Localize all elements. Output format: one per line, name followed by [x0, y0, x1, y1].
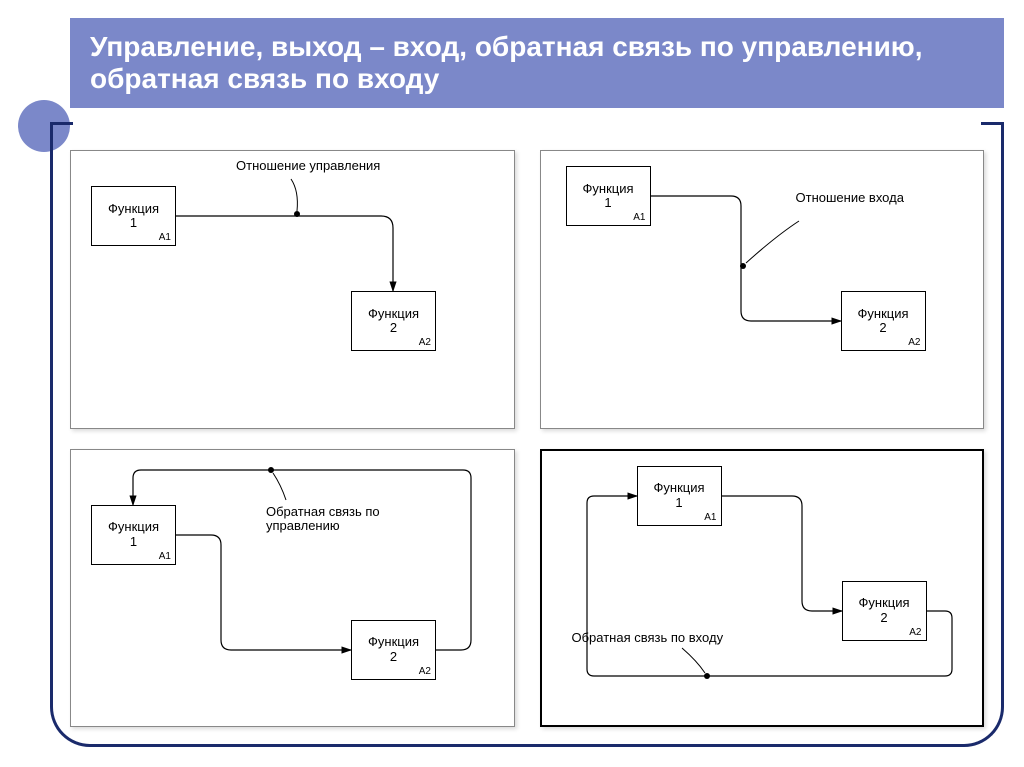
func2-title: Функция: [368, 635, 419, 649]
func1-title: Функция: [108, 520, 159, 534]
control-label: Отношение управления: [236, 159, 380, 174]
func2-num: 2: [390, 321, 397, 335]
panel-input-feedback: Функция 1 A1 Функция 2 A2 Обратная связь…: [540, 449, 985, 728]
func1-num: 1: [130, 535, 137, 549]
func2-tag: A2: [909, 627, 921, 638]
func1-num: 1: [604, 196, 611, 210]
panel-control: Функция 1 A1 Функция 2 A2 Отношение упра…: [70, 150, 515, 429]
func2-title: Функция: [858, 307, 909, 321]
func1-num: 1: [675, 496, 682, 510]
input-func2: Функция 2 A2: [841, 291, 926, 351]
panel-input: Функция 1 A1 Функция 2 A2 Отношение вход…: [540, 150, 985, 429]
func1-tag: A1: [159, 551, 171, 562]
title-text: Управление, выход – вход, обратная связь…: [90, 31, 984, 95]
func2-tag: A2: [419, 337, 431, 348]
ifb-func2: Функция 2 A2: [842, 581, 927, 641]
func1-tag: A1: [633, 212, 645, 223]
func1-title: Функция: [583, 182, 634, 196]
func1-title: Функция: [654, 481, 705, 495]
panel-control-feedback: Функция 1 A1 Функция 2 A2 Обратная связь…: [70, 449, 515, 728]
input-func1: Функция 1 A1: [566, 166, 651, 226]
func1-tag: A1: [159, 232, 171, 243]
input-label: Отношение входа: [796, 191, 916, 206]
func2-tag: A2: [419, 666, 431, 677]
cfb-label: Обратная связь по управлению: [266, 505, 416, 535]
connector-control-fb: [71, 450, 514, 727]
func2-tag: A2: [908, 337, 920, 348]
func2-num: 2: [879, 321, 886, 335]
cfb-func2: Функция 2 A2: [351, 620, 436, 680]
cfb-func1: Функция 1 A1: [91, 505, 176, 565]
func2-title: Функция: [859, 596, 910, 610]
ifb-func1: Функция 1 A1: [637, 466, 722, 526]
control-func2: Функция 2 A2: [351, 291, 436, 351]
slide-title: Управление, выход – вход, обратная связь…: [70, 18, 1004, 108]
diagram-grid: Функция 1 A1 Функция 2 A2 Отношение упра…: [70, 150, 984, 727]
func2-num: 2: [880, 611, 887, 625]
func2-title: Функция: [368, 307, 419, 321]
func1-tag: A1: [704, 512, 716, 523]
func2-num: 2: [390, 650, 397, 664]
func1-title: Функция: [108, 202, 159, 216]
func1-num: 1: [130, 216, 137, 230]
ifb-label: Обратная связь по входу: [572, 631, 724, 646]
control-func1: Функция 1 A1: [91, 186, 176, 246]
